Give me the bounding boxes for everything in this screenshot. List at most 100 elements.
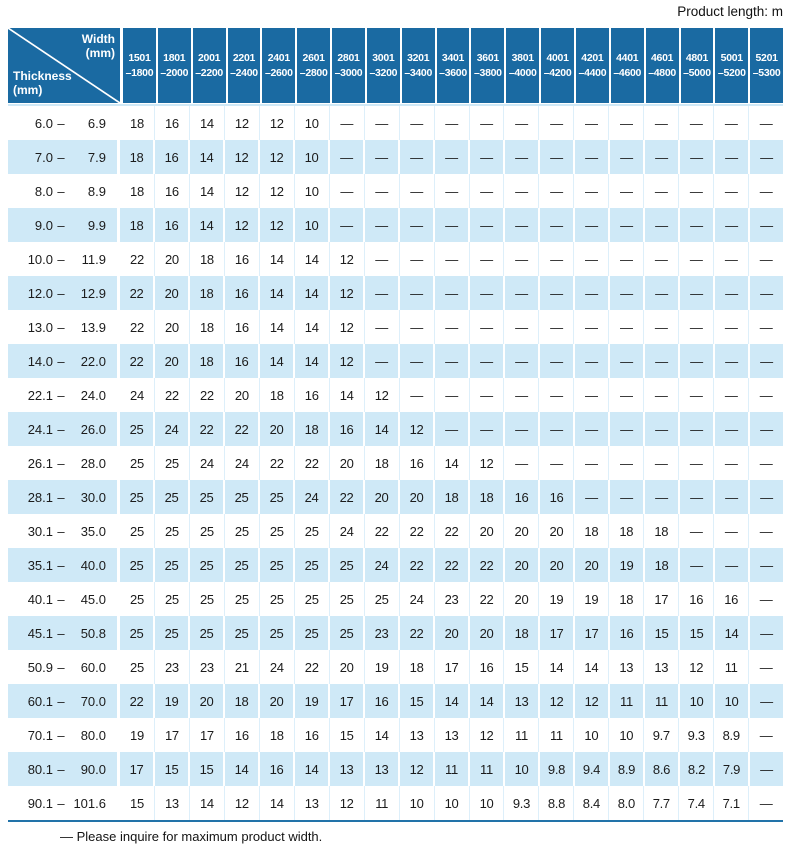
length-empty-cell: —: [748, 174, 784, 208]
length-empty-cell: —: [363, 174, 399, 208]
length-empty-cell: —: [608, 276, 643, 310]
width-range-bottom: –2200: [195, 66, 223, 79]
length-value-cell: 14: [188, 140, 223, 174]
length-value-cell: 20: [503, 582, 539, 616]
length-value-cell: 17: [328, 684, 363, 718]
length-value-cell: 23: [433, 582, 469, 616]
length-value-cell: 25: [188, 548, 223, 582]
length-value-cell: 11: [503, 718, 539, 752]
length-empty-cell: —: [713, 276, 748, 310]
length-empty-cell: —: [748, 752, 783, 786]
length-value-cell: 10: [713, 684, 748, 718]
length-empty-cell: —: [573, 276, 608, 310]
range-dash: –: [57, 251, 65, 267]
length-value-cell: 13: [153, 786, 189, 820]
length-value-cell: 25: [258, 548, 293, 582]
length-value-cell: 22: [433, 548, 468, 582]
length-value-cell: 25: [258, 582, 294, 616]
thickness-range-cell: 50.9–60.0: [8, 650, 120, 684]
width-column-header-cell: 1801 –2000: [157, 28, 191, 103]
length-value-cell: 16: [153, 174, 189, 208]
thickness-high: 30.0: [80, 489, 106, 505]
length-empty-cell: —: [363, 344, 398, 378]
length-empty-cell: —: [468, 310, 504, 344]
length-value-cell: 24: [258, 650, 294, 684]
thickness-low: 26.1: [27, 455, 53, 471]
length-value-cell: 12: [328, 786, 364, 820]
width-range-bottom: –5300: [752, 66, 781, 79]
table-row: 50.9–60.0 25 23 23 21 24 22 20 19 18 17 16 15 14 14 13 1…: [8, 650, 784, 684]
thickness-range-cell: 70.1–80.0: [8, 718, 120, 752]
length-value-cell: 12: [398, 752, 433, 786]
length-value-cell: 15: [153, 752, 188, 786]
length-empty-cell: —: [538, 174, 574, 208]
length-value-cell: 25: [223, 514, 259, 548]
length-value-cell: 22: [293, 650, 329, 684]
thickness-high: 90.0: [80, 761, 106, 777]
length-value-cell: 16: [258, 752, 293, 786]
width-range-top: 4801: [685, 52, 708, 65]
range-dash: –: [57, 217, 65, 233]
length-empty-cell: —: [538, 208, 573, 242]
length-value-cell: 20: [258, 684, 293, 718]
thickness-high: 6.9: [87, 115, 106, 131]
length-empty-cell: —: [363, 242, 399, 276]
length-value-cell: 24: [293, 480, 328, 514]
length-empty-cell: —: [328, 174, 364, 208]
thickness-high: 22.0: [80, 353, 106, 369]
length-value-cell: 22: [120, 310, 154, 344]
width-column-header-cell: 4001 –4200: [541, 28, 574, 103]
length-value-cell: 25: [188, 582, 224, 616]
length-value-cell: 14: [258, 786, 294, 820]
length-value-cell: 13: [503, 684, 538, 718]
thickness-high: 35.0: [80, 523, 106, 539]
length-empty-cell: —: [643, 344, 678, 378]
length-empty-cell: —: [573, 412, 608, 446]
width-axis-label-line1: Width: [81, 32, 115, 46]
thickness-low: 24.1: [27, 421, 53, 437]
length-value-cell: 16: [153, 208, 188, 242]
length-value-cell: 25: [153, 446, 189, 480]
length-value-cell: 25: [120, 616, 153, 650]
length-value-cell: 23: [363, 616, 398, 650]
length-value-cell: 10: [293, 106, 329, 140]
length-value-cell: 25: [120, 548, 153, 582]
thickness-high: 26.0: [80, 421, 106, 437]
length-empty-cell: —: [503, 276, 538, 310]
length-empty-cell: —: [643, 310, 679, 344]
length-value-cell: 22: [328, 480, 363, 514]
length-empty-cell: —: [678, 446, 714, 480]
width-range-bottom: –4800: [648, 66, 676, 79]
length-value-cell: 12: [223, 786, 259, 820]
thickness-low: 70.1: [27, 727, 53, 743]
thickness-low: 7.0: [34, 149, 53, 165]
width-range-bottom: –3400: [404, 66, 433, 79]
length-value-cell: 20: [328, 650, 364, 684]
length-value-cell: 17: [643, 582, 679, 616]
length-value-cell: 17: [538, 616, 573, 650]
length-value-cell: 10: [398, 786, 434, 820]
length-empty-cell: —: [398, 174, 434, 208]
length-value-cell: 17: [120, 752, 153, 786]
length-empty-cell: —: [713, 514, 749, 548]
length-empty-cell: —: [538, 446, 574, 480]
thickness-low: 9.0: [34, 217, 53, 233]
width-column-header-cell: 3601 –3800: [471, 28, 505, 103]
length-value-cell: 25: [223, 582, 259, 616]
length-empty-cell: —: [503, 242, 539, 276]
width-column-header-cell: 2001 –2200: [192, 28, 226, 103]
length-empty-cell: —: [433, 140, 468, 174]
length-empty-cell: —: [398, 140, 433, 174]
length-value-cell: 22: [120, 344, 153, 378]
length-empty-cell: —: [748, 480, 783, 514]
max-product-length-table: Width (mm) Thickness (mm) 1501 –1800 1801–…: [8, 28, 784, 844]
thickness-high: 45.0: [80, 591, 106, 607]
thickness-high: 101.6: [73, 795, 106, 811]
length-value-cell: 25: [328, 582, 364, 616]
thickness-high: 8.9: [87, 183, 106, 199]
length-empty-cell: —: [433, 276, 468, 310]
table-row: 30.1–35.0 25 25 25 25 25 25 24 22 22 22 20 20 20 18 18 1…: [8, 514, 784, 548]
length-value-cell: 12: [328, 276, 363, 310]
thickness-range-cell: 12.0–12.9: [8, 276, 120, 310]
range-dash: –: [57, 761, 65, 777]
